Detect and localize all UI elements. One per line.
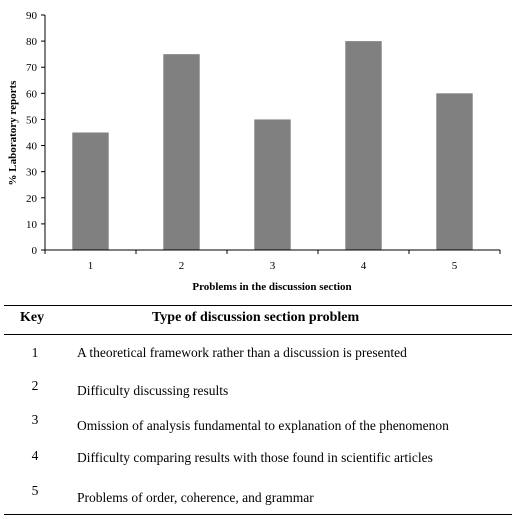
x-tick-label: 4 (361, 260, 367, 272)
y-tick-label: 30 (26, 167, 38, 179)
key-number: 4 (31, 448, 39, 463)
x-tick-label: 2 (179, 260, 185, 272)
bar-chart: 0 10 20 30 40 50 60 70 80 90 1 2 3 4 5 % Laboratory r… (7, 10, 501, 293)
x-axis-title: Problems in the discussion section (192, 281, 351, 293)
problem-description: Omission of analysis fundamental to expl… (77, 418, 449, 433)
x-tick-label: 5 (452, 260, 458, 272)
problem-description: A theoretical framework rather than a di… (77, 345, 407, 360)
y-tick-label: 10 (26, 219, 38, 231)
y-tick-label: 20 (26, 193, 38, 205)
problem-column-header: Type of discussion section problem (152, 310, 360, 325)
bar-5 (436, 93, 473, 250)
table-header-rule (4, 334, 512, 335)
key-number: 1 (31, 345, 39, 360)
problem-description: Problems of order, coherence, and gramma… (77, 490, 314, 505)
y-tick-label: 80 (26, 36, 38, 48)
key-column-header: Key (20, 310, 45, 325)
table-top-rule (4, 305, 512, 306)
bars-group (72, 41, 473, 250)
y-axis: 0 10 20 30 40 50 60 70 80 90 (26, 10, 46, 257)
problem-description: Difficulty discussing results (77, 383, 229, 398)
bar-2 (163, 54, 200, 250)
problem-description: Difficulty comparing results with those … (77, 450, 433, 465)
bar-3 (254, 119, 291, 250)
y-tick-label: 70 (26, 62, 38, 74)
x-tick-label: 3 (270, 260, 276, 272)
y-axis-title: % Laboratory reports (7, 80, 19, 186)
key-number: 5 (31, 483, 39, 498)
x-axis: 1 2 3 4 5 (44, 249, 501, 272)
y-tick-label: 60 (26, 88, 38, 100)
y-tick-label: 40 (26, 141, 38, 153)
bar-1 (72, 132, 109, 250)
key-number: 3 (31, 412, 39, 427)
x-tick-label: 1 (88, 260, 94, 272)
y-tick-label: 0 (32, 245, 38, 257)
table-bottom-rule (4, 514, 512, 515)
y-tick-label: 90 (26, 10, 38, 22)
y-tick-label: 50 (26, 114, 38, 126)
key-number: 2 (31, 378, 39, 393)
bar-4 (345, 41, 382, 250)
